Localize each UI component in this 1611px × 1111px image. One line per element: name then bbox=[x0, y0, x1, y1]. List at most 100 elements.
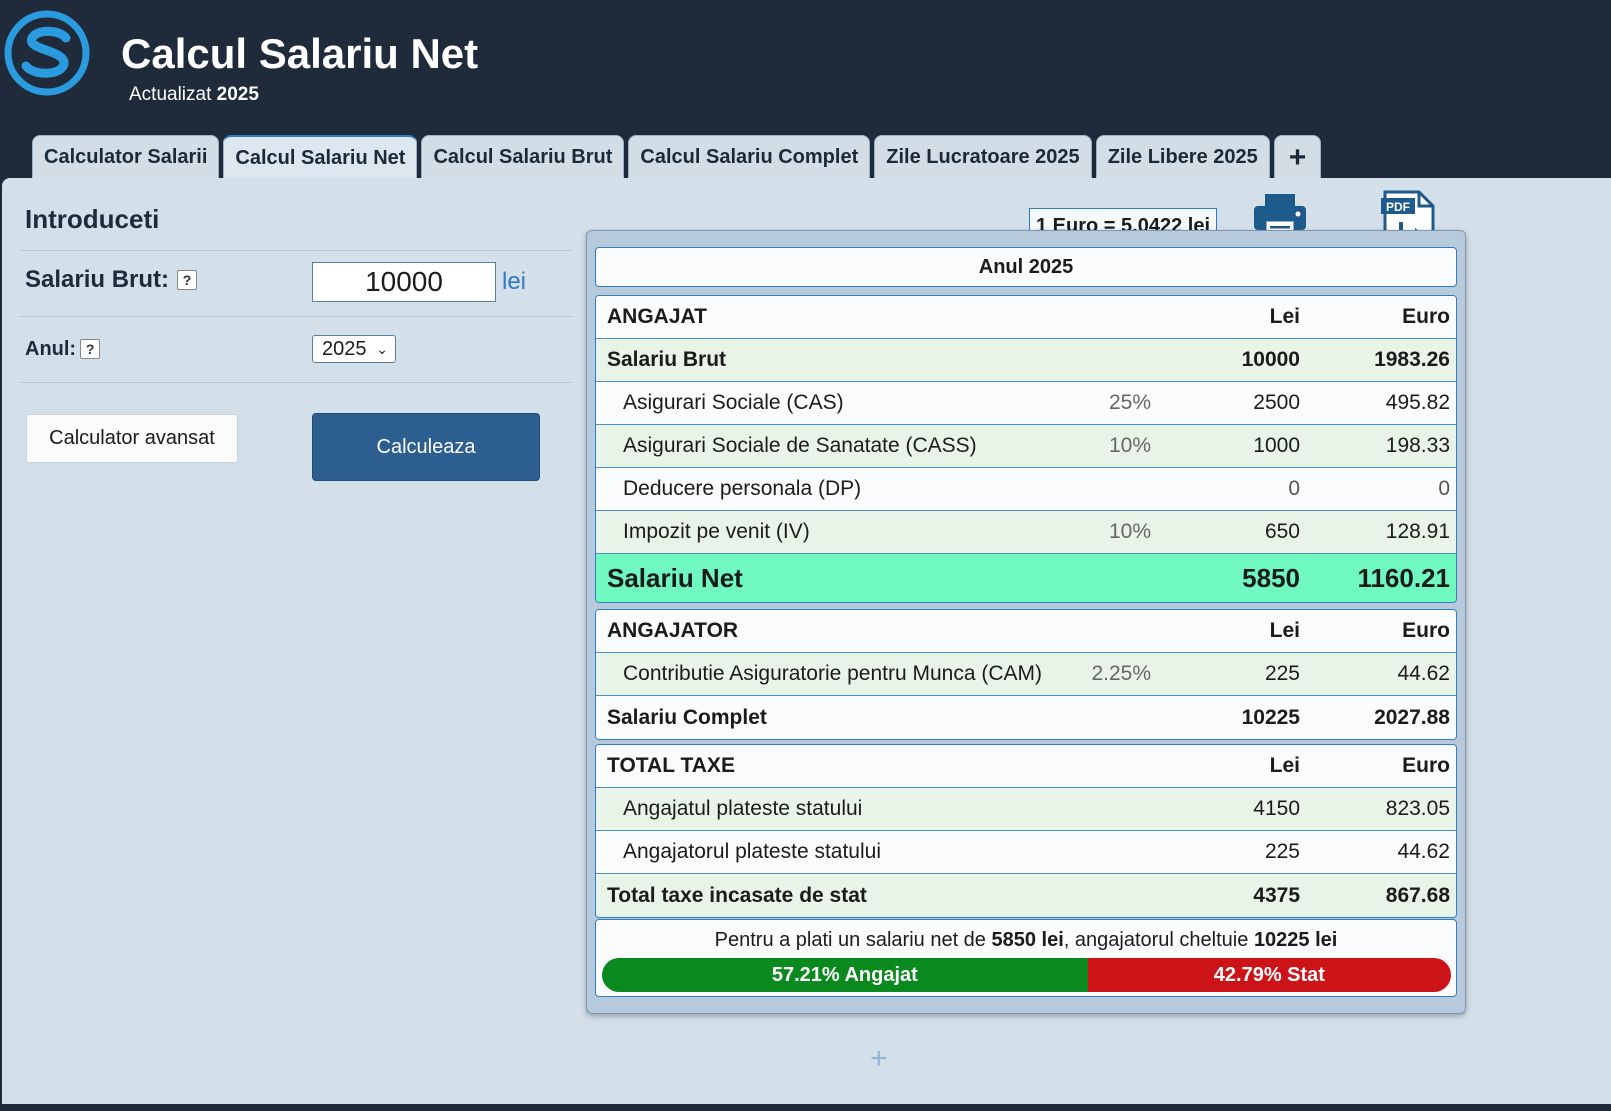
salary-unit: lei bbox=[502, 268, 527, 295]
net-salary-euro: 1160.21 bbox=[1357, 562, 1450, 593]
salary-brut-input[interactable] bbox=[312, 262, 496, 302]
employer-header-row: ANGAJATOR Lei Euro bbox=[596, 610, 1456, 653]
row-euro: 128.91 bbox=[1385, 520, 1450, 543]
tab-calcul-salariu-brut[interactable]: Calcul Salariu Brut bbox=[421, 135, 625, 179]
summary-net-amount: 5850 lei bbox=[991, 929, 1064, 951]
summary-text: Pentru a plati un salariu net de 5850 le… bbox=[596, 929, 1456, 952]
employee-block: ANGAJAT Lei Euro Salariu Brut 10000 1983… bbox=[595, 295, 1457, 603]
row-label: Asigurari Sociale (CAS) bbox=[623, 391, 844, 414]
col-lei-header: Lei bbox=[1269, 305, 1300, 328]
row-lei: 4375 bbox=[1253, 883, 1300, 907]
row-lei: 225 bbox=[1264, 840, 1300, 863]
salary-help-icon[interactable]: ? bbox=[177, 270, 198, 290]
summary-total-amount: 10225 lei bbox=[1253, 929, 1338, 951]
table-row: Angajatorul plateste statului 225 44.62 bbox=[596, 831, 1456, 874]
row-lei: 2500 bbox=[1253, 391, 1300, 414]
row-euro: 867.68 bbox=[1385, 883, 1450, 907]
row-label: Asigurari Sociale de Sanatate (CASS) bbox=[623, 434, 977, 457]
calculate-button[interactable]: Calculeaza bbox=[312, 413, 540, 481]
net-salary-row: Salariu Net 5850 1160.21 bbox=[596, 554, 1456, 602]
total-salary-row: Salariu Complet 10225 2027.88 bbox=[596, 696, 1456, 739]
row-label: Salariu Complet bbox=[607, 705, 767, 729]
row-euro: 44.62 bbox=[1397, 840, 1450, 863]
row-lei: 10225 bbox=[1241, 705, 1300, 729]
summary-box: Pentru a plati un salariu net de 5850 le… bbox=[595, 919, 1457, 997]
row-lei: 650 bbox=[1264, 520, 1300, 543]
divider bbox=[20, 316, 572, 317]
row-label: Salariu Brut bbox=[607, 348, 727, 371]
row-euro: 823.05 bbox=[1385, 797, 1450, 820]
taxes-block: TOTAL TAXE Lei Euro Angajatul plateste s… bbox=[595, 744, 1457, 918]
row-label: Impozit pe venit (IV) bbox=[623, 520, 810, 543]
row-label: Angajatul plateste statului bbox=[623, 797, 863, 820]
row-label: Angajatorul plateste statului bbox=[623, 840, 881, 863]
row-label: ANGAJATOR bbox=[607, 619, 739, 642]
updated-year: 2025 bbox=[216, 84, 259, 105]
divider bbox=[20, 250, 572, 251]
row-euro: 1983.26 bbox=[1374, 348, 1450, 371]
row-euro: 0 bbox=[1438, 477, 1450, 500]
tab-calculator-salarii[interactable]: Calculator Salarii bbox=[32, 135, 220, 179]
section-title: Introduceti bbox=[25, 204, 160, 234]
row-euro: 495.82 bbox=[1385, 391, 1450, 414]
divider bbox=[20, 382, 572, 383]
table-row: Angajatul plateste statului 4150 823.05 bbox=[596, 788, 1456, 831]
tab-calcul-salariu-complet[interactable]: Calcul Salariu Complet bbox=[628, 135, 871, 179]
row-percent: 25% bbox=[1108, 391, 1151, 414]
year-select-value: 2025 bbox=[322, 337, 367, 360]
table-row: Impozit pe venit (IV) 10% 650 128.91 bbox=[596, 511, 1456, 554]
row-euro: 198.33 bbox=[1385, 434, 1450, 457]
tab-bar: Calculator Salarii Calcul Salariu Net Ca… bbox=[32, 135, 1325, 180]
state-share-segment: 42.79% Stat bbox=[1087, 958, 1451, 992]
tab-zile-libere[interactable]: Zile Libere 2025 bbox=[1095, 135, 1270, 179]
row-lei: 10000 bbox=[1241, 348, 1300, 371]
results-panel: Anul 2025 ANGAJAT Lei Euro Salariu Brut … bbox=[586, 230, 1466, 1014]
col-euro-header: Euro bbox=[1402, 754, 1450, 777]
app-title: Calcul Salariu Net bbox=[121, 30, 479, 77]
main-panel: Introduceti Salariu Brut: ? lei Anul: ? … bbox=[2, 178, 1611, 1104]
table-row: Deducere personala (DP) 0 0 bbox=[596, 468, 1456, 511]
summary-middle: , angajatorul cheltuie bbox=[1063, 929, 1254, 951]
site-logo[interactable] bbox=[4, 10, 90, 96]
row-label: Total taxe incasate de stat bbox=[607, 883, 867, 907]
row-label: TOTAL TAXE bbox=[607, 754, 735, 777]
add-icon[interactable]: + bbox=[870, 1042, 888, 1075]
salary-label-row: Salariu Brut: ? bbox=[25, 265, 198, 295]
cost-split-bar: 57.21% Angajat 42.79% Stat bbox=[602, 958, 1451, 992]
tab-zile-lucratoare[interactable]: Zile Lucratoare 2025 bbox=[874, 135, 1092, 179]
tab-calcul-salariu-net[interactable]: Calcul Salariu Net bbox=[223, 135, 418, 180]
net-salary-lei: 5850 bbox=[1242, 562, 1300, 593]
row-label: Deducere personala (DP) bbox=[623, 477, 862, 500]
employee-header-row: ANGAJAT Lei Euro bbox=[596, 296, 1456, 339]
year-help-icon[interactable]: ? bbox=[80, 339, 101, 359]
advanced-calculator-button[interactable]: Calculator avansat bbox=[26, 414, 238, 463]
col-lei-header: Lei bbox=[1269, 619, 1300, 642]
row-euro: 44.62 bbox=[1397, 662, 1450, 685]
table-row: Asigurari Sociale de Sanatate (CASS) 10%… bbox=[596, 425, 1456, 468]
net-salary-label: Salariu Net bbox=[607, 562, 743, 593]
employee-share-segment: 57.21% Angajat bbox=[602, 958, 1088, 992]
row-lei: 1000 bbox=[1253, 434, 1300, 457]
row-percent: 10% bbox=[1108, 434, 1151, 457]
row-lei: 225 bbox=[1264, 662, 1300, 685]
row-lei: 0 bbox=[1288, 477, 1300, 500]
table-row: Contributie Asiguratorie pentru Munca (C… bbox=[596, 653, 1456, 696]
year-select[interactable]: 2025 ⌄ bbox=[312, 335, 396, 363]
taxes-header-row: TOTAL TAXE Lei Euro bbox=[596, 745, 1456, 788]
tab-more[interactable]: + bbox=[1273, 135, 1322, 179]
updated-text: Actualizat bbox=[129, 84, 212, 105]
row-label: ANGAJAT bbox=[607, 305, 707, 328]
results-year-heading: Anul 2025 bbox=[595, 247, 1457, 287]
col-euro-header: Euro bbox=[1402, 305, 1450, 328]
row-euro: 2027.88 bbox=[1374, 705, 1450, 729]
updated-label: Actualizat 2025 bbox=[129, 84, 259, 106]
chevron-down-icon: ⌄ bbox=[376, 341, 388, 357]
row-lei: 4150 bbox=[1253, 797, 1300, 820]
col-euro-header: Euro bbox=[1402, 619, 1450, 642]
total-taxes-row: Total taxe incasate de stat 4375 867.68 bbox=[596, 874, 1456, 917]
row-percent: 10% bbox=[1108, 520, 1151, 543]
col-lei-header: Lei bbox=[1269, 754, 1300, 777]
table-row: Salariu Brut 10000 1983.26 bbox=[596, 339, 1456, 382]
employer-block: ANGAJATOR Lei Euro Contributie Asigurato… bbox=[595, 609, 1457, 740]
summary-prefix: Pentru a plati un salariu net de bbox=[714, 929, 992, 951]
